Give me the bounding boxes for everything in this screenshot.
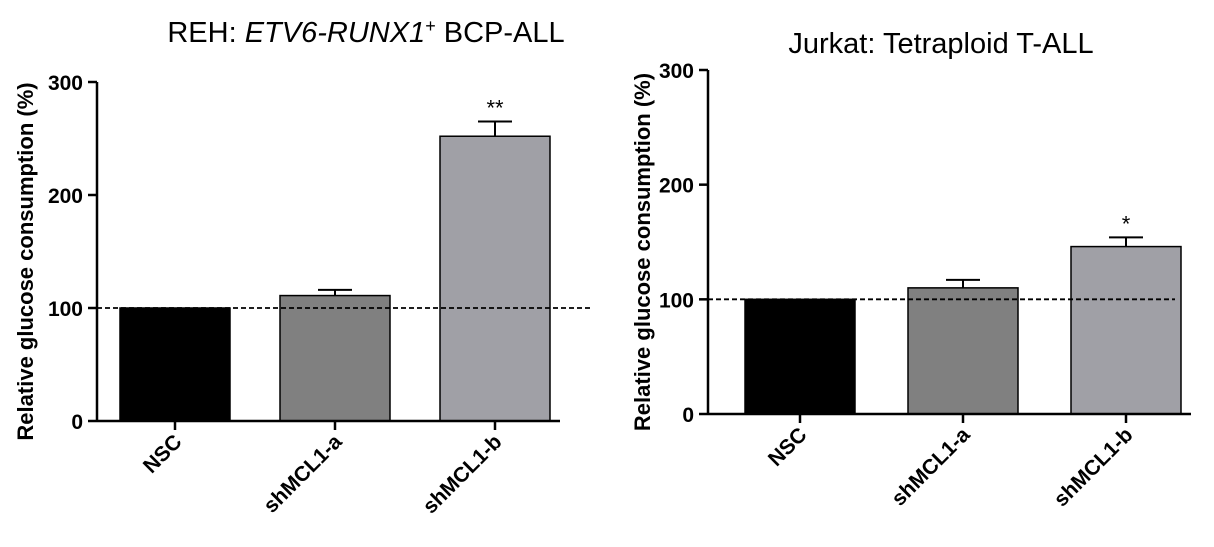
x-tick-label: shMCL1-b	[1050, 423, 1138, 511]
x-tick-label: shMCL1-a	[259, 430, 346, 517]
y-tick-label: 100	[48, 298, 83, 321]
x-tick-label: NSC	[139, 430, 187, 478]
significance-marker: *	[1122, 211, 1131, 236]
chart-title-part: ETV6-RUNX1	[245, 17, 426, 49]
y-tick-label: 200	[659, 175, 694, 198]
chart-jurkat: Jurkat: Tetraploid T-ALL Relative glucose…	[630, 28, 1191, 511]
bar-shmcl1-a	[907, 287, 1019, 415]
bar-shmcl1-a	[279, 294, 391, 422]
chart-title: Jurkat: Tetraploid T-ALL	[788, 28, 1093, 60]
y-axis-label: Relative glucose consumption (%)	[13, 82, 38, 440]
chart-title: REH: ETV6-RUNX1+ BCP-ALL	[167, 16, 564, 49]
chart-title-part: BCP-ALL	[436, 17, 565, 49]
y-tick-label: 200	[48, 185, 83, 208]
chart-title-part: Jurkat: Tetraploid T-ALL	[788, 28, 1093, 60]
bar-nsc	[119, 307, 231, 422]
bar-shmcl1-b	[1070, 245, 1182, 415]
y-tick-label: 0	[71, 411, 83, 434]
bar-nsc	[744, 298, 856, 415]
x-tick-label: shMCL1-b	[419, 430, 507, 518]
significance-marker: **	[486, 96, 504, 121]
y-tick-label: 300	[48, 72, 83, 95]
bar-shmcl1-b	[439, 135, 551, 422]
y-tick-label: 100	[659, 289, 694, 312]
chart-title-part: +	[425, 16, 436, 36]
x-tick-label: NSC	[764, 423, 812, 471]
y-tick-label: 0	[682, 404, 694, 427]
chart-reh: REH: ETV6-RUNX1+ BCP-ALL Relative glucose…	[13, 16, 590, 518]
chart-title-part: REH:	[167, 17, 244, 49]
x-tick-label: shMCL1-a	[887, 423, 974, 510]
y-axis-label: Relative glucose consumption (%)	[630, 73, 655, 431]
y-tick-label: 300	[659, 60, 694, 83]
